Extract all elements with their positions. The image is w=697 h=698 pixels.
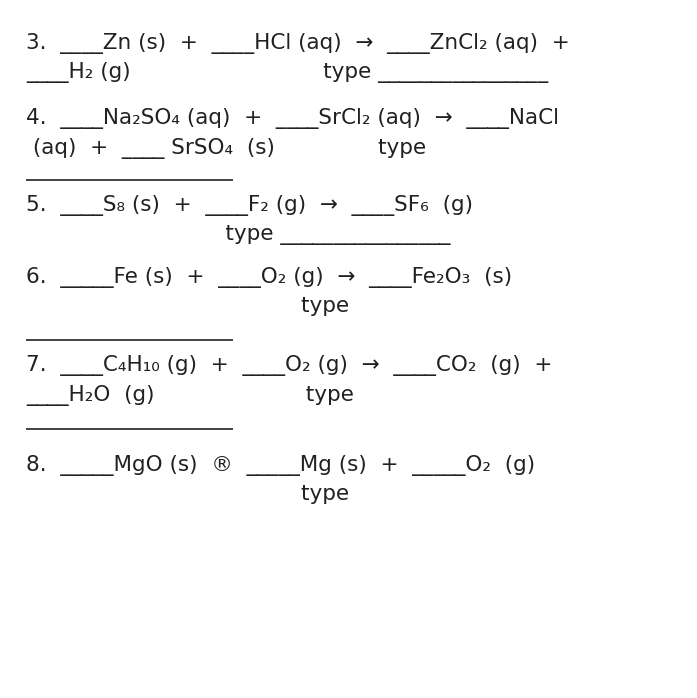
- Text: type: type: [26, 296, 350, 316]
- Text: 3.  ____Zn (s)  +  ____HCl (aq)  →  ____ZnCl₂ (aq)  +: 3. ____Zn (s) + ____HCl (aq) → ____ZnCl₂…: [26, 33, 570, 54]
- Text: 4.  ____Na₂SO₄ (aq)  +  ____SrCl₂ (aq)  →  ____NaCl: 4. ____Na₂SO₄ (aq) + ____SrCl₂ (aq) → __…: [26, 108, 560, 129]
- Text: ____H₂ (g)                            type ________________: ____H₂ (g) type ________________: [26, 62, 549, 83]
- Text: 7.  ____C₄H₁₀ (g)  +  ____O₂ (g)  →  ____CO₂  (g)  +: 7. ____C₄H₁₀ (g) + ____O₂ (g) → ____CO₂ …: [26, 355, 553, 376]
- Text: ____H₂O  (g)                      type: ____H₂O (g) type: [26, 385, 354, 406]
- Text: 5.  ____S₈ (s)  +  ____F₂ (g)  →  ____SF₆  (g): 5. ____S₈ (s) + ____F₂ (g) → ____SF₆ (g): [26, 195, 473, 216]
- Text: type: type: [26, 484, 350, 505]
- Text: 6.  _____Fe (s)  +  ____O₂ (g)  →  ____Fe₂O₃  (s): 6. _____Fe (s) + ____O₂ (g) → ____Fe₂O₃ …: [26, 267, 512, 288]
- Text: type ________________: type ________________: [26, 225, 451, 245]
- Text: (aq)  +  ____ SrSO₄  (s)               type: (aq) + ____ SrSO₄ (s) type: [26, 138, 427, 158]
- Text: 8.  _____MgO (s)  ®  _____Mg (s)  +  _____O₂  (g): 8. _____MgO (s) ® _____Mg (s) + _____O₂ …: [26, 455, 535, 476]
